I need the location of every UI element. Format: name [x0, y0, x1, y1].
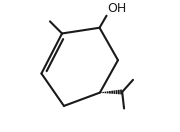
Text: OH: OH — [107, 2, 126, 15]
